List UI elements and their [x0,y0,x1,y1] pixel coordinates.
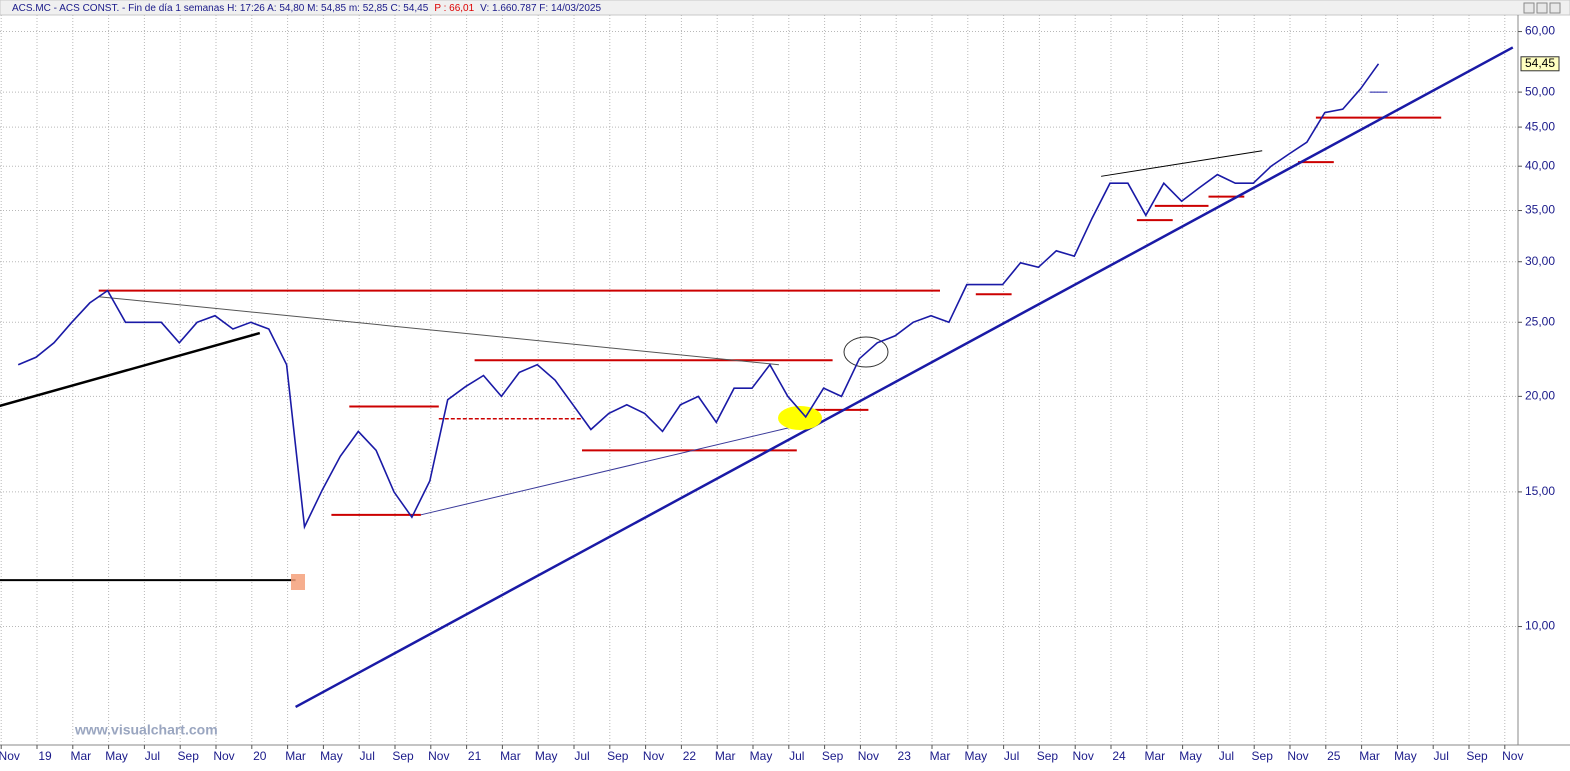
x-tick-label: Jul [574,749,589,763]
circle-marker [843,336,889,368]
y-tick-label: 60,00 [1525,24,1555,38]
y-tick-label: 15,00 [1525,484,1555,498]
close-button[interactable] [1549,2,1561,14]
x-tick-label: 22 [683,749,697,763]
minimize-button[interactable] [1523,2,1535,14]
header-alert: P : 66,01 [434,3,474,14]
x-tick-label: Nov [1073,749,1094,763]
x-tick-label: Mar [285,749,306,763]
x-tick-label: May [535,749,558,763]
x-tick-label: Sep [822,749,844,763]
x-tick-label: 25 [1327,749,1341,763]
square-marker [291,574,305,590]
x-tick-label: Sep [1252,749,1274,763]
x-tick-label: Sep [178,749,200,763]
y-tick-label: 50,00 [1525,84,1555,98]
x-tick-label: Jul [1004,749,1019,763]
x-tick-label: 20 [253,749,267,763]
y-tick-label: 45,00 [1525,119,1555,133]
y-tick-label: 25,00 [1525,314,1555,328]
x-tick-label: Nov [213,749,234,763]
x-tick-label: Mar [715,749,736,763]
x-tick-label: Nov [643,749,664,763]
header-bar [0,0,1570,16]
annotations [0,46,1514,709]
y-tick-label: 40,00 [1525,158,1555,172]
x-tick-label: Jul [1219,749,1234,763]
y-tick-label: 30,00 [1525,254,1555,268]
x-tick-label: Nov [1502,749,1523,763]
x-tick-label: Jul [145,749,160,763]
price-series [17,63,1380,530]
watermark: www.visualchart.com [74,722,218,738]
x-tick-label: Mar [930,749,951,763]
y-tick-label: 10,00 [1525,619,1555,633]
x-tick-label: May [750,749,773,763]
x-tick-label: 24 [1112,749,1126,763]
x-tick-label: Mar [1359,749,1380,763]
x-tick-label: Sep [1466,749,1488,763]
annotation-line [1101,150,1263,177]
y-tick-label: 20,00 [1525,389,1555,403]
price-line [17,63,1380,530]
x-tick-label: May [1179,749,1202,763]
annotation-line [98,296,779,366]
window-buttons[interactable] [1523,2,1561,14]
x-tick-label: Mar [500,749,521,763]
x-tick-label: Nov [0,749,20,763]
highlight-ellipse [778,406,822,430]
x-tick-label: Sep [607,749,629,763]
x-tick-label: Mar [70,749,91,763]
maximize-button[interactable] [1536,2,1548,14]
x-tick-label: May [105,749,128,763]
annotation-line [0,331,261,408]
x-tick-label: 23 [898,749,912,763]
x-tick-label: Jul [1434,749,1449,763]
annotation-line [295,46,1514,709]
x-tick-label: 19 [38,749,52,763]
axes: 10,00 15,00 20,00 25,00 30,00 35,00 40,00 45,00… [0,24,1560,763]
x-tick-label: May [320,749,343,763]
x-tick-label: Sep [1037,749,1059,763]
last-price-label: 54,45 [1525,56,1555,70]
y-tick-label: 35,00 [1525,203,1555,217]
header-tail: V: 1.660.787 F: 14/03/2025 [480,3,601,14]
x-tick-label: May [964,749,987,763]
x-tick-label: Nov [858,749,879,763]
x-tick-label: Nov [1287,749,1308,763]
x-tick-label: Sep [392,749,414,763]
x-tick-label: Nov [428,749,449,763]
x-tick-label: 21 [468,749,482,763]
last-price-box [1520,56,1560,72]
header: ACS.MC - ACS CONST. - Fin de día 1 seman… [12,3,601,14]
header-main: ACS.MC - ACS CONST. - Fin de día 1 seman… [12,3,429,14]
x-tick-label: Mar [1144,749,1165,763]
x-tick-label: Jul [360,749,375,763]
x-tick-label: Jul [789,749,804,763]
x-tick-label: May [1394,749,1417,763]
annotation-line [420,425,797,516]
